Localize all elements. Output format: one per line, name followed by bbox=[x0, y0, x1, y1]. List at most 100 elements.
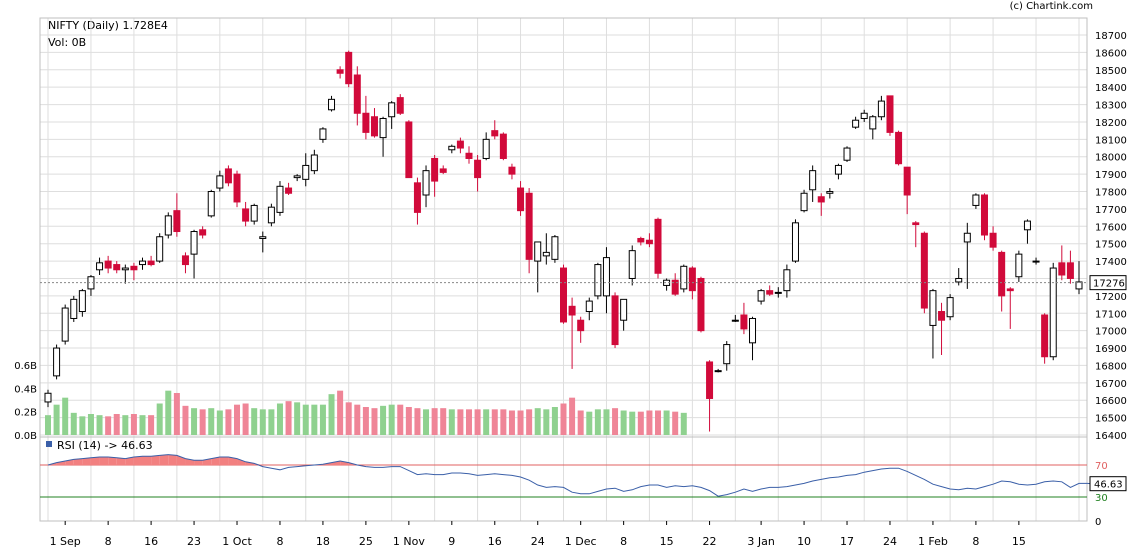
volume-bar bbox=[551, 407, 558, 435]
rsi-overbought-fill bbox=[99, 457, 109, 465]
candle-body bbox=[688, 267, 696, 292]
rsi-overbought-fill bbox=[82, 457, 91, 465]
candle-body bbox=[508, 166, 516, 175]
candle-body bbox=[542, 251, 550, 257]
volume-bar bbox=[569, 397, 576, 435]
x-tick-label: 22 bbox=[703, 535, 717, 548]
candle-body bbox=[250, 204, 258, 222]
candle-body bbox=[517, 187, 525, 212]
volume-bar bbox=[586, 411, 593, 435]
volume-bar bbox=[474, 409, 481, 435]
candle-body bbox=[379, 117, 387, 139]
price-tick-label: 18000 bbox=[1095, 153, 1127, 164]
volume-bar bbox=[294, 402, 301, 435]
candle-body bbox=[594, 264, 602, 297]
x-tick-label: 24 bbox=[883, 535, 897, 548]
candle-body bbox=[1049, 267, 1057, 358]
price-tick-label: 16900 bbox=[1095, 344, 1127, 355]
candle-body bbox=[405, 121, 413, 179]
price-tick-label: 18600 bbox=[1095, 48, 1127, 59]
volume-bar bbox=[500, 409, 507, 435]
candle-body bbox=[121, 267, 129, 271]
candle-body bbox=[199, 229, 207, 236]
candle-body bbox=[783, 269, 791, 292]
price-tick-label: 17400 bbox=[1095, 257, 1127, 268]
volume-bar bbox=[397, 404, 404, 435]
candle-body bbox=[920, 232, 928, 309]
volume-bar bbox=[560, 403, 567, 435]
rsi-overbought-fill bbox=[176, 455, 186, 465]
candle-body bbox=[757, 290, 765, 302]
rsi-overbought-fill bbox=[151, 455, 160, 465]
candle-body bbox=[233, 173, 241, 203]
price-tick-label: 16800 bbox=[1095, 361, 1127, 372]
rsi-overbought-fill bbox=[219, 457, 229, 465]
candle-body bbox=[259, 236, 267, 239]
volume-bar bbox=[53, 404, 60, 435]
volume-bar bbox=[672, 411, 679, 435]
candle-body bbox=[491, 130, 499, 137]
volume-bar bbox=[208, 408, 215, 435]
x-tick-label: 16 bbox=[144, 535, 158, 548]
price-tick-label: 18200 bbox=[1095, 118, 1127, 129]
x-tick-label: 1 Feb bbox=[918, 535, 948, 548]
candle-body bbox=[113, 264, 121, 271]
volume-bar bbox=[165, 390, 172, 435]
price-tick-label: 17500 bbox=[1095, 240, 1127, 251]
candle-body bbox=[800, 192, 808, 212]
last-price-box bbox=[1089, 275, 1127, 291]
volume-bars bbox=[45, 390, 687, 435]
rsi-plot: 70 30 0 46.63 bbox=[40, 454, 1127, 528]
volume-bar bbox=[87, 414, 94, 435]
candle-body bbox=[929, 290, 937, 326]
x-tick-label: 1 Oct bbox=[222, 535, 252, 548]
volume-bar bbox=[319, 404, 326, 435]
price-tick-label: 17800 bbox=[1095, 188, 1127, 199]
volume-bar bbox=[380, 405, 387, 435]
x-tick-label: 24 bbox=[531, 535, 545, 548]
price-tick-label: 17600 bbox=[1095, 222, 1127, 233]
volume-bar bbox=[655, 410, 662, 435]
candle-body bbox=[207, 191, 215, 217]
candle-body bbox=[130, 265, 138, 271]
candle-body bbox=[774, 291, 782, 294]
rsi-overbought-fill bbox=[159, 454, 169, 465]
candle-body bbox=[963, 232, 971, 243]
candle-body bbox=[731, 319, 739, 322]
candle-body bbox=[164, 215, 172, 236]
candle-body bbox=[989, 232, 997, 248]
candle-body bbox=[895, 131, 903, 165]
candle-body bbox=[886, 95, 894, 133]
volume-bar bbox=[594, 409, 601, 435]
candle-body bbox=[998, 251, 1006, 297]
price-tick-label: 16700 bbox=[1095, 379, 1127, 390]
candle-body bbox=[620, 298, 628, 321]
x-tick-label: 18 bbox=[316, 535, 330, 548]
candle-body bbox=[370, 116, 378, 137]
volume-bar bbox=[431, 408, 438, 435]
volume-bar bbox=[139, 415, 146, 435]
x-tick-label: 3 Jan bbox=[747, 535, 774, 548]
candle-body bbox=[104, 260, 112, 269]
rsi-overbought-fill bbox=[116, 457, 126, 465]
candle-body bbox=[1075, 281, 1083, 290]
price-tick-label: 18500 bbox=[1095, 66, 1127, 77]
volume-bar bbox=[242, 403, 249, 435]
candle-body bbox=[585, 300, 593, 313]
candle-body bbox=[310, 154, 318, 172]
volume-bar bbox=[577, 410, 584, 435]
candle-body bbox=[1066, 262, 1074, 279]
candle-body bbox=[843, 147, 851, 161]
candle-body bbox=[955, 277, 963, 283]
x-tick-label: 8 bbox=[620, 535, 627, 548]
volume-tick-label: 0.0B bbox=[14, 431, 37, 442]
x-tick-label: 8 bbox=[105, 535, 112, 548]
rsi-overbought-fill bbox=[168, 454, 177, 465]
volume-bar bbox=[225, 409, 232, 435]
volume-bar bbox=[465, 409, 472, 435]
candle-body bbox=[1015, 253, 1023, 278]
candle-body bbox=[448, 145, 456, 151]
candle-body bbox=[474, 159, 482, 179]
candle-body bbox=[680, 265, 688, 290]
candle-body bbox=[336, 69, 344, 74]
